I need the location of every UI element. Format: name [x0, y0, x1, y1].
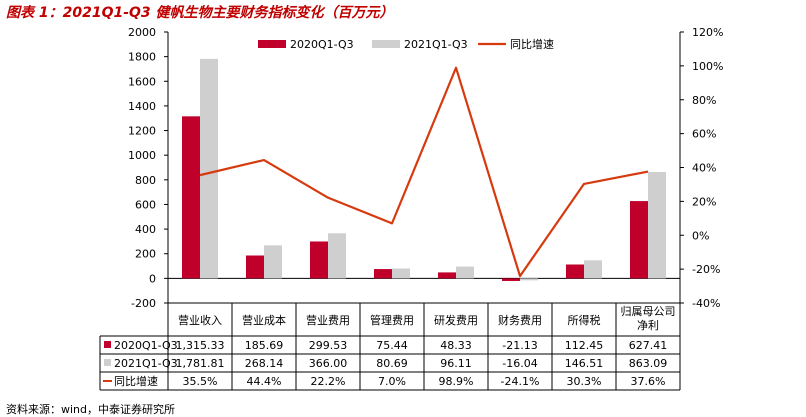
bar-2020q1-q3: [566, 264, 584, 279]
table-cell: 75.44: [376, 339, 408, 352]
left-tick-label: 1200: [128, 125, 156, 138]
right-tick-label: 60%: [692, 128, 716, 141]
left-tick-label: 600: [135, 198, 156, 211]
table-category-label: 营业收入: [178, 313, 222, 327]
table-cell: 627.41: [629, 339, 668, 352]
legend-2020q1-q3-label: 2020Q1-Q3: [290, 38, 354, 51]
data-table: 营业收入 营业成本 营业费用 管理费用 研发费用 财务费用 所得税 归属母公司净利 2020Q1…: [99, 302, 681, 391]
right-axis: -40% -20% 0% 20% 40% 60% 80% 100% 120%: [679, 26, 723, 310]
legend-2020q1-q3-swatch: [258, 40, 286, 48]
table-cell: 112.45: [565, 339, 604, 352]
right-tick-label: 100%: [692, 60, 723, 73]
left-tick-label: 1000: [128, 149, 156, 162]
legend-2021q1-q3-label: 2021Q1-Q3: [404, 38, 468, 51]
right-tick-label: -40%: [692, 297, 720, 310]
table-category-label: 所得税: [568, 313, 601, 327]
table-cell: 299.53: [309, 339, 348, 352]
right-tick-label: 0%: [692, 229, 709, 242]
right-tick-label: -20%: [692, 263, 720, 276]
table-cell: 1,315.33: [176, 339, 225, 352]
right-tick-label: 120%: [692, 26, 723, 39]
left-tick-label: -200: [131, 297, 156, 310]
table-cell: 44.4%: [247, 375, 282, 388]
left-tick-label: 0: [149, 272, 156, 285]
table-cell: 22.2%: [311, 375, 346, 388]
table-category-label: 研发费用: [434, 313, 478, 327]
bar-2021q1-q3: [584, 260, 602, 279]
bar-2021q1-q3: [456, 266, 474, 279]
table-cell: 98.9%: [439, 375, 474, 388]
table-category-label: 营业费用: [306, 313, 350, 327]
table-cell: 185.69: [245, 339, 284, 352]
table-cell: 1,781.81: [176, 357, 225, 370]
left-tick-label: 200: [135, 248, 156, 261]
table-cell: 48.33: [440, 339, 472, 352]
right-tick-label: 20%: [692, 195, 716, 208]
bar-2020q1-q3: [438, 272, 456, 279]
left-tick-label: 2000: [128, 26, 156, 39]
table-category-label: 归属母公司净利: [621, 304, 676, 332]
bar-2020q1-q3: [182, 116, 200, 279]
left-tick-label: 400: [135, 223, 156, 236]
table-category-label: 管理费用: [370, 313, 414, 327]
left-tick-label: 1400: [128, 100, 156, 113]
table-cell: -21.13: [502, 339, 537, 352]
table-cell: 30.3%: [567, 375, 602, 388]
bar-2020q1-q3: [246, 255, 264, 279]
bar-2020q1-q3: [310, 241, 328, 279]
table-row-label: 2020Q1-Q3: [114, 339, 178, 352]
source-note: 资料来源：wind，中泰证券研究所: [6, 403, 176, 416]
bar-2020q1-q3: [374, 269, 392, 279]
bar-2020q1-q3: [502, 278, 520, 281]
left-tick-label: 1600: [128, 75, 156, 88]
left-tick-label: 800: [135, 174, 156, 187]
bar-2021q1-q3: [520, 278, 538, 281]
legend-2021q1-q3-swatch: [372, 40, 400, 48]
legend: 2020Q1-Q3 2021Q1-Q3 同比增速: [258, 37, 554, 51]
legend-growth-label: 同比增速: [510, 37, 554, 51]
growth-line: [199, 66, 649, 278]
table-cell: 37.6%: [631, 375, 666, 388]
bar-2021q1-q3: [648, 172, 666, 279]
table-cell: 80.69: [376, 357, 408, 370]
left-tick-label: 1800: [128, 51, 156, 64]
table-cell: 863.09: [629, 357, 668, 370]
table-cell: 7.0%: [378, 375, 406, 388]
table-category-label: 营业成本: [242, 313, 286, 327]
chart-title: 图表 1：2021Q1-Q3 健帆生物主要财务指标变化（百万元）: [6, 5, 394, 21]
growth-line-series: [199, 66, 649, 278]
bar-2021q1-q3: [328, 233, 346, 279]
table-cell: -16.04: [502, 357, 537, 370]
table-cell: 146.51: [565, 357, 604, 370]
bar-2021q1-q3: [200, 58, 218, 279]
table-row-swatch: [104, 341, 111, 348]
table-category-label: 财务费用: [498, 313, 542, 327]
right-tick-label: 80%: [692, 94, 716, 107]
bar-2021q1-q3: [392, 268, 410, 279]
table-row-swatch: [104, 359, 111, 366]
bar-2020q1-q3: [630, 201, 648, 279]
table-cell: 35.5%: [183, 375, 218, 388]
right-tick-label: 40%: [692, 162, 716, 175]
table-row-label: 同比增速: [114, 374, 158, 388]
table-cell: 366.00: [309, 357, 348, 370]
table-row-label: 2021Q1-Q3: [114, 357, 178, 370]
table-cell: -24.1%: [501, 375, 540, 388]
bar-series: [182, 58, 666, 281]
table-cell: 96.11: [440, 357, 472, 370]
bar-2021q1-q3: [264, 245, 282, 279]
table-cell: 268.14: [245, 357, 284, 370]
